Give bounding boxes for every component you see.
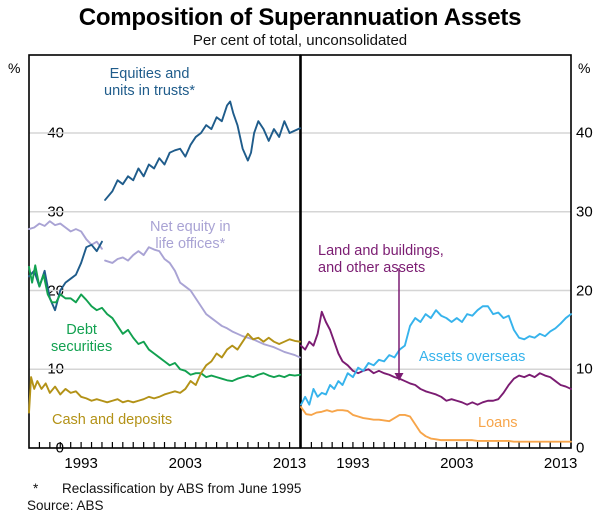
annotation-arrow-head	[394, 373, 404, 381]
x-tick-right-2013: 2013	[543, 455, 578, 472]
series-line-debt-securities	[28, 264, 301, 383]
label-line: Cash and deposits	[52, 412, 173, 428]
series-label-net-equity-life-offices: Net equity in life offices*	[150, 219, 231, 253]
y-tick-right-0: 0	[576, 439, 585, 457]
y-axis-unit-left: %	[8, 60, 21, 76]
series-line-land-and-buildings-and-other-assets	[300, 310, 572, 406]
series-label-land-and-buildings: Land and buildings, and other assets	[318, 243, 444, 277]
y-tick-right-40: 40	[576, 124, 593, 142]
x-tick-right-1993: 1993	[336, 455, 370, 472]
footnote-source: Source: ABS	[27, 498, 104, 513]
label-line: units in trusts*	[104, 83, 196, 99]
footnote-asterisk: *	[33, 481, 39, 496]
series-label-equities: Equities and units in trusts*	[104, 66, 195, 100]
x-tick-left-2003: 2003	[168, 455, 203, 472]
footnote-text: Reclassification by ABS from June 1995	[62, 481, 302, 496]
series-label-assets-overseas: Assets overseas	[419, 349, 525, 366]
y-tick-right-20: 20	[576, 282, 593, 299]
x-tick-left-2013: 2013	[272, 455, 307, 472]
series-line-net-equity-in-life-offices-seg2	[104, 246, 301, 359]
label-line: Assets overseas	[419, 349, 526, 365]
y-tick-right-10: 10	[576, 360, 593, 378]
series-line-assets-overseas	[300, 305, 572, 406]
y-tick-right-30: 30	[576, 203, 593, 221]
x-tick-left-1993: 1993	[64, 455, 98, 472]
series-line-loans	[300, 406, 572, 443]
label-line: Debt	[66, 322, 97, 338]
y-axis-unit-right: %	[578, 60, 591, 76]
series-label-debt-securities: Debt securities	[51, 322, 112, 356]
series-line-cash-and-deposits	[28, 332, 301, 414]
series-label-loans: Loans	[478, 415, 518, 432]
label-line: Land and buildings,	[318, 243, 444, 259]
x-tick-right-2003: 2003	[440, 455, 474, 472]
label-line: Loans	[478, 415, 518, 431]
label-line: Net equity in	[150, 219, 231, 235]
label-line: and other assets	[318, 260, 426, 276]
series-line-net-equity-in-life-offices	[28, 220, 103, 250]
chart-title: Composition of Superannuation Assets	[78, 4, 522, 31]
label-line: life offices*	[155, 236, 226, 252]
series-line-equities-and-units-in-trusts	[28, 240, 103, 312]
label-line: Equities and	[109, 66, 190, 82]
label-line: securities	[51, 339, 113, 355]
series-label-cash-and-deposits: Cash and deposits	[52, 412, 172, 429]
chart-subtitle: Per cent of total, unconsolidated	[192, 32, 408, 49]
series-line-equities-and-units-in-trusts-seg2	[104, 100, 301, 201]
